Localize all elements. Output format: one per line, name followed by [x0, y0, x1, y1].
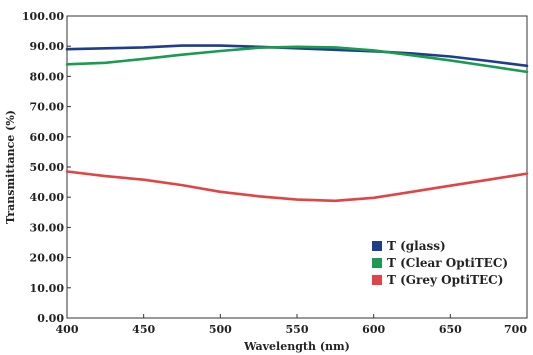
- y-tick-label: 40.00: [30, 191, 65, 204]
- x-tick-label: 600: [362, 323, 385, 336]
- y-tick-label: 100.00: [22, 10, 64, 23]
- legend-label: T (Clear OptiTEC): [387, 256, 508, 270]
- x-tick-label: 650: [439, 323, 462, 336]
- ticks-layer: 0.00 10.00 20.00 30.00 40.00 50.00 60.00 70.00 8…: [22, 10, 528, 336]
- legend: T (glass) T (Clear OptiTEC) T (Grey OptiTE…: [372, 239, 508, 287]
- x-tick-label: 450: [132, 323, 155, 336]
- y-tick-label: 50.00: [30, 161, 65, 174]
- legend-label: T (Grey OptiTEC): [387, 273, 503, 287]
- legend-swatch: [372, 241, 382, 251]
- y-tick-label: 20.00: [30, 252, 65, 265]
- series-layer: [65, 44, 529, 203]
- x-tick-label: 400: [56, 323, 79, 336]
- y-tick-label: 10.00: [30, 282, 65, 295]
- x-tick-label: 700: [504, 323, 527, 336]
- x-tick-label: 550: [286, 323, 309, 336]
- y-axis-title: Transmittance (%): [4, 110, 17, 224]
- legend-swatch: [372, 258, 382, 268]
- x-tick-label: 500: [209, 323, 232, 336]
- y-tick-label: 90.00: [30, 40, 65, 53]
- y-tick-label: 70.00: [30, 101, 65, 114]
- y-tick-label: 60.00: [30, 131, 65, 144]
- series-line-1: [65, 45, 529, 74]
- series-line-0: [65, 44, 529, 68]
- x-axis-title: Wavelength (nm): [243, 340, 350, 353]
- y-tick-label: 30.00: [30, 221, 65, 234]
- series-line-2: [65, 170, 529, 203]
- legend-swatch: [372, 275, 382, 285]
- legend-label: T (glass): [387, 239, 446, 253]
- y-tick-label: 0.00: [37, 312, 64, 325]
- y-tick-label: 80.00: [30, 70, 65, 83]
